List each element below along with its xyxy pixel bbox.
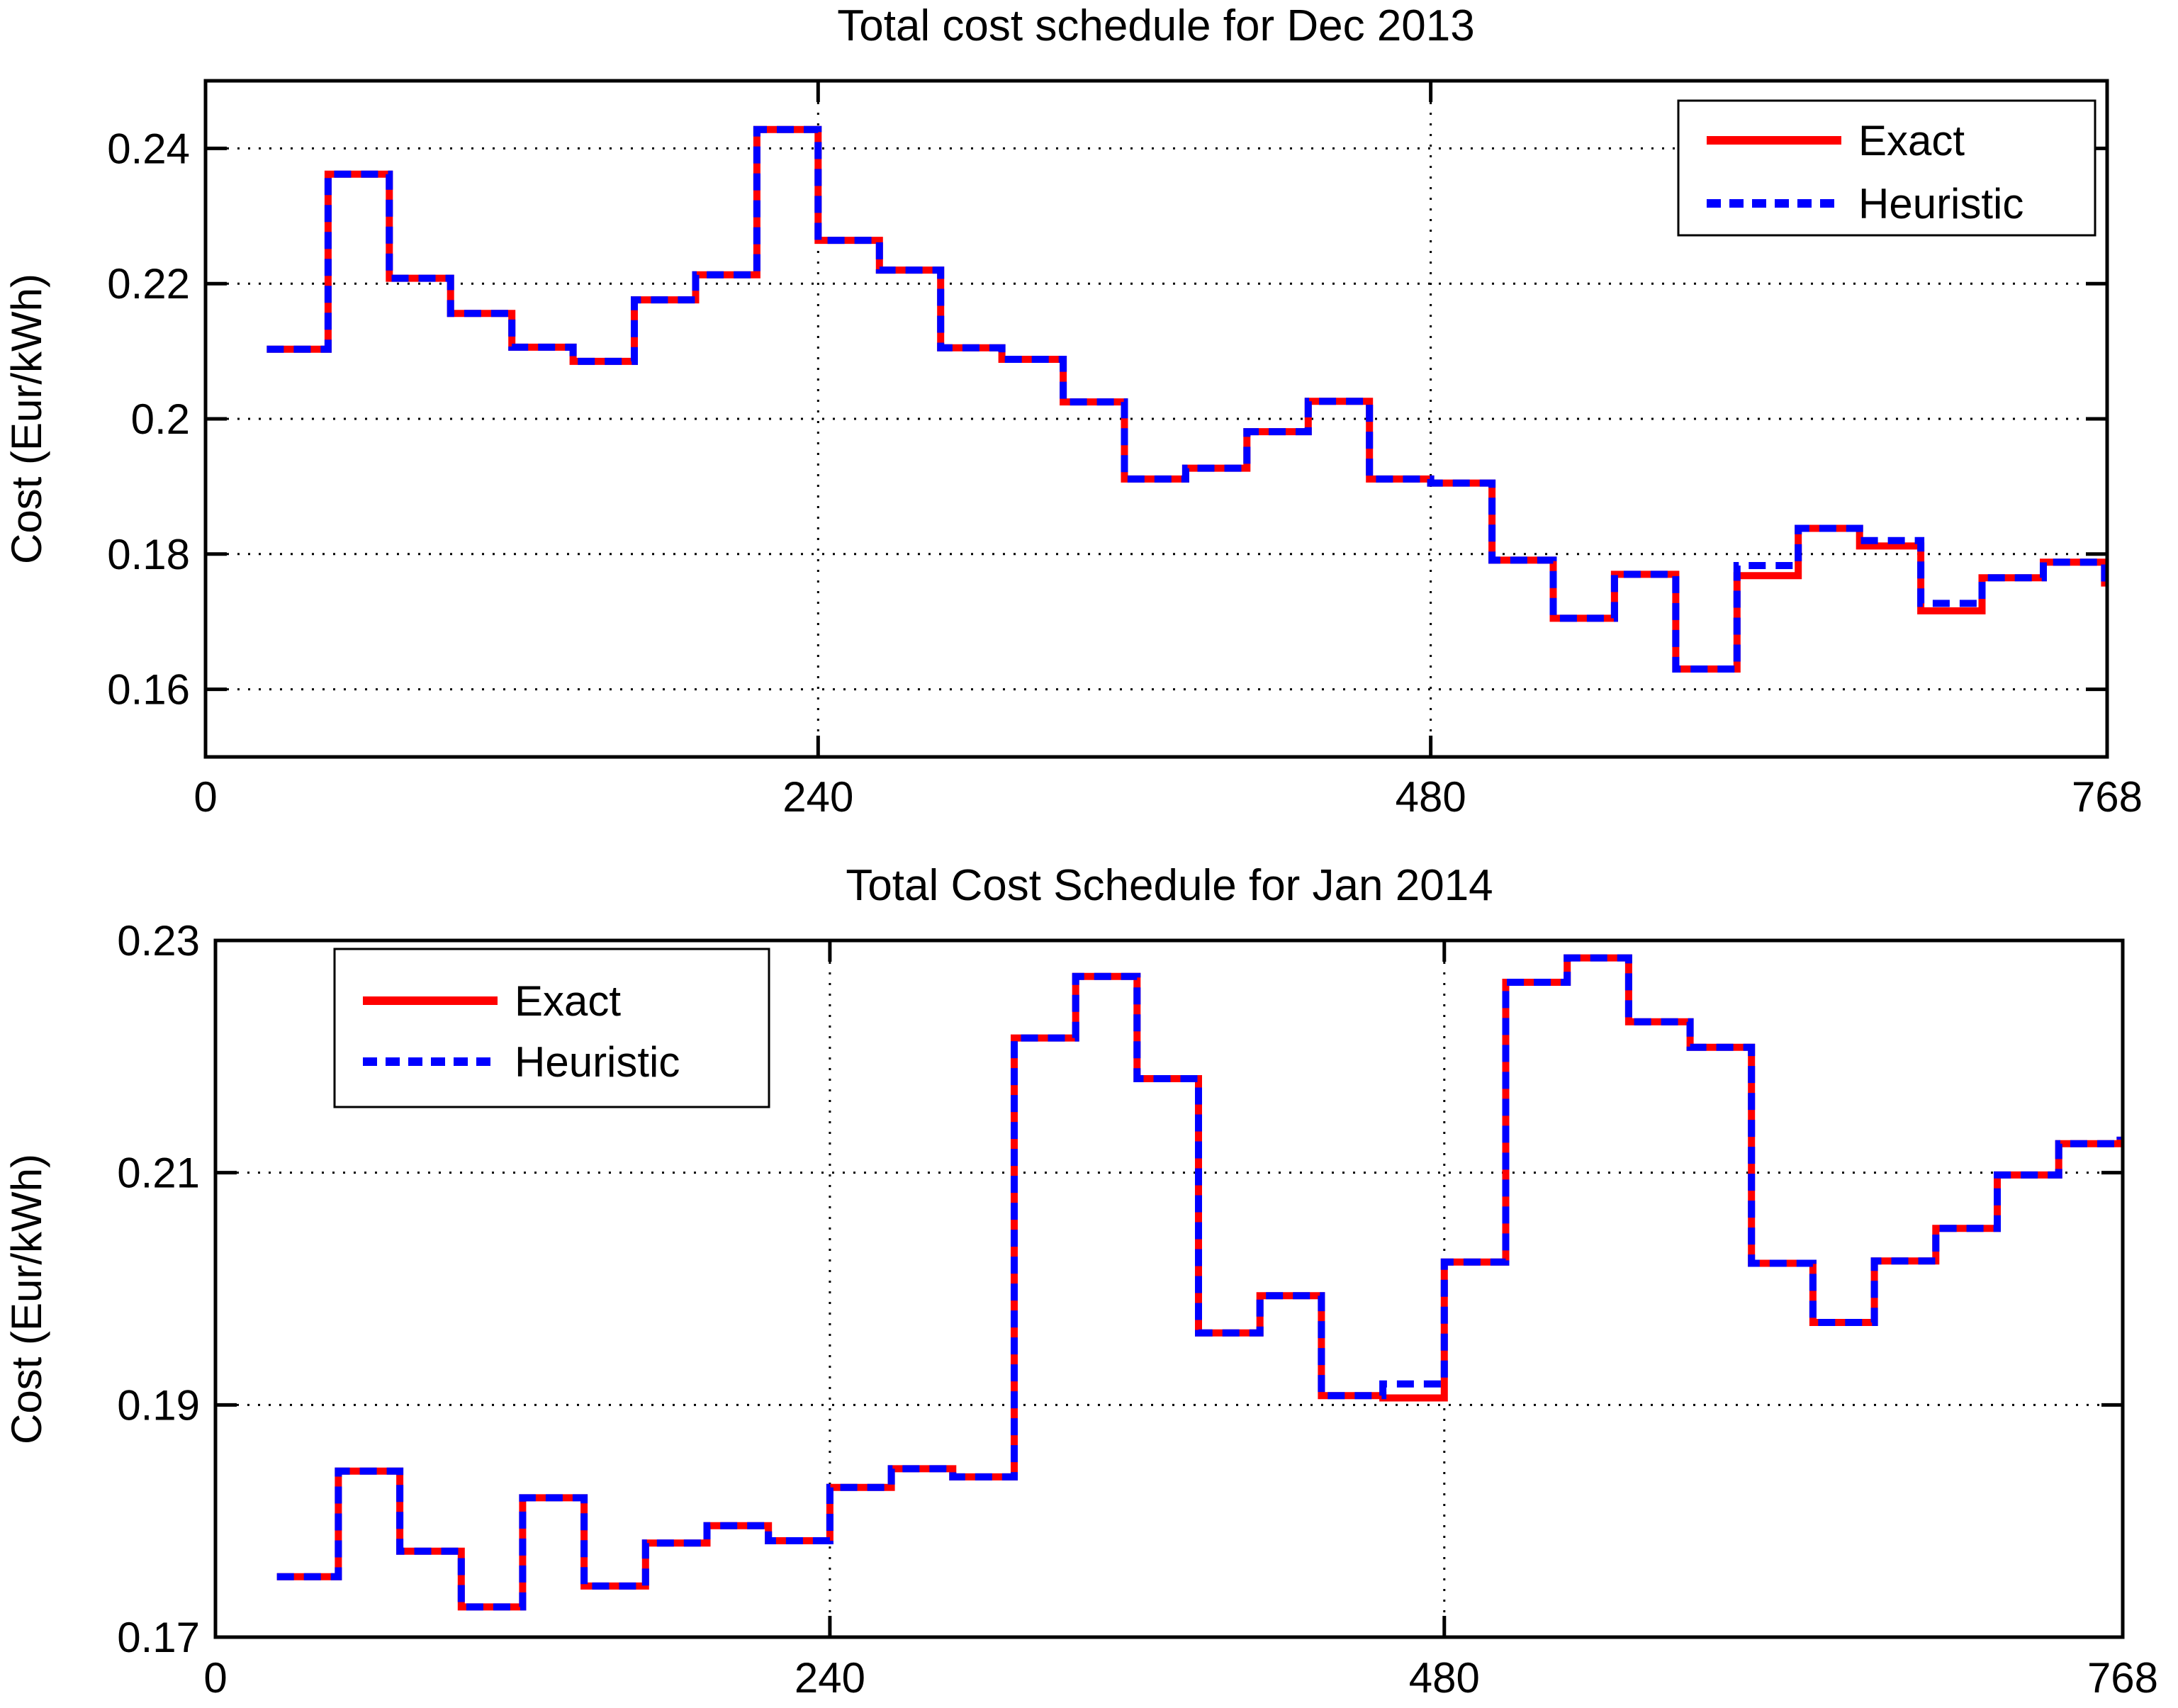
chart-title: Total cost schedule for Dec 2013	[837, 1, 1475, 50]
legend-label: Exact	[515, 977, 621, 1025]
y-tick-label: 0.16	[107, 666, 190, 714]
axes-box	[213, 938, 2125, 1639]
y-tick-label: 0.23	[117, 917, 200, 965]
legend-label: Heuristic	[1858, 180, 2023, 227]
y-tick-label: 0.21	[117, 1150, 200, 1197]
x-tick-label: 240	[795, 1654, 865, 1702]
heuristic-line	[276, 954, 2124, 1611]
y-tick-label: 0.24	[107, 125, 190, 172]
x-tick-label: 480	[1396, 773, 1466, 821]
x-tick-label: 768	[2072, 773, 2143, 821]
legend-label: Exact	[1858, 117, 1965, 164]
legend-box	[1677, 99, 2096, 237]
chart-jan-2014-svg: 0.23 0.21 0.19 0.170 240 480 768 Total Cost Sch…	[3, 861, 2158, 1702]
x-tick-label: 0	[193, 773, 217, 821]
heuristic-line	[266, 125, 2109, 673]
y-tick-label: 0.19	[117, 1381, 200, 1429]
x-tick-label: 480	[1409, 1654, 1480, 1702]
y-tick-label: 0.18	[107, 531, 190, 578]
x-tick-label: 0	[203, 1654, 227, 1702]
y-tick-label: 0.2	[131, 395, 190, 443]
x-tick-label: 768	[2087, 1654, 2158, 1702]
x-tick-label: 240	[782, 773, 853, 821]
chart-title: Total Cost Schedule for Jan 2014	[846, 861, 1493, 910]
legend-box	[333, 948, 770, 1108]
chart-jan-2014: 0.23 0.21 0.19 0.17 0 240 480 768 Total Cost Sch…	[0, 854, 2178, 1708]
legend-label: Heuristic	[515, 1038, 680, 1086]
chart-dec-2013-svg: 0.24 0.22 0.2 0.18 0.16 0 240 480 768 Total cost …	[3, 1, 2143, 821]
y-axis-label: Cost (Eur/kWh)	[3, 1154, 50, 1444]
y-tick-label: 0.17	[117, 1614, 200, 1661]
y-axis-label: Cost (Eur/kWh)	[3, 274, 50, 564]
y-tick-label: 0.22	[107, 260, 190, 308]
chart-dec-2013: 0.24 0.22 0.2 0.18 0.16 0 240 480 768 Total cost …	[3, 1, 2143, 821]
